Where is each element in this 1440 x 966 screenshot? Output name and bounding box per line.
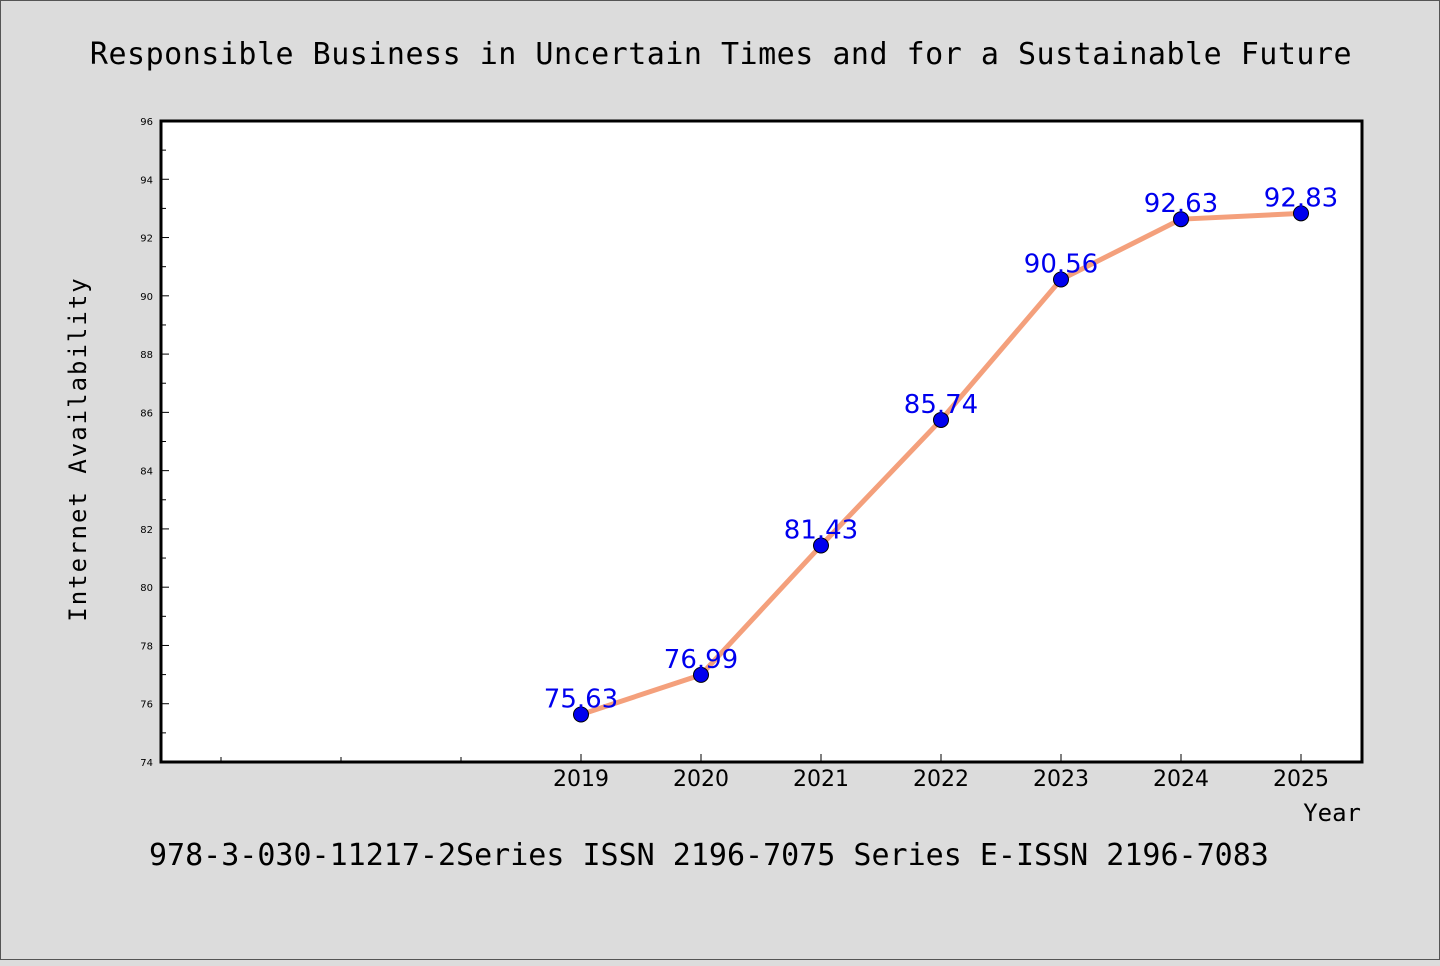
x-tick-label: 2023 — [1033, 767, 1089, 792]
y-tick-label: 82 — [140, 525, 153, 536]
y-tick-label: 80 — [140, 583, 153, 594]
x-tick-label: 2022 — [913, 767, 969, 792]
x-axis-label: Year — [1303, 799, 1361, 827]
data-point — [1173, 211, 1189, 228]
data-label: 92.83 — [1264, 183, 1338, 213]
data-label: 92.63 — [1144, 189, 1218, 219]
y-tick-label: 94 — [140, 175, 153, 186]
y-tick-label: 78 — [140, 641, 153, 652]
plot-border — [159, 119, 1364, 764]
data-point — [813, 537, 829, 554]
data-point — [573, 706, 589, 723]
x-tick-label: 2019 — [553, 767, 609, 792]
data-label: 76.99 — [664, 645, 738, 675]
y-tick-label: 76 — [140, 700, 153, 711]
y-tick-label: 84 — [140, 467, 153, 478]
data-point — [1053, 271, 1069, 288]
y-tick-label: 88 — [140, 350, 153, 361]
data-label-group: 75.63 76.99 81.43 85.74 90.56 92.63 92.83 — [544, 183, 1338, 714]
data-point — [693, 666, 709, 683]
series-group — [573, 205, 1309, 723]
isbn-issn-footer: 978-3-030-11217-2Series ISSN 2196-7075 S… — [149, 838, 1269, 873]
y-tick-label: 86 — [140, 408, 153, 419]
y-axis-label: Internet Availability — [64, 276, 92, 621]
data-label: 81.43 — [784, 516, 858, 546]
x-tick-label: 2021 — [793, 767, 849, 792]
y-tick-label: 74 — [140, 758, 153, 769]
y-tick-label: 96 — [140, 117, 153, 128]
data-label: 85.74 — [904, 390, 978, 420]
data-label: 90.56 — [1024, 250, 1098, 280]
data-point — [1293, 205, 1309, 222]
x-axis-ticks: 2019 2020 2021 2022 2023 2024 2025 — [220, 754, 1329, 792]
chart-title: Responsible Business in Uncertain Times … — [90, 37, 1352, 72]
data-label: 75.63 — [544, 685, 618, 715]
x-tick-label: 2024 — [1153, 767, 1209, 792]
x-tick-label: 2020 — [673, 767, 729, 792]
y-tick-label: 92 — [140, 234, 153, 245]
y-tick-label: 90 — [140, 292, 153, 303]
data-point — [933, 411, 949, 428]
x-tick-label: 2025 — [1273, 767, 1329, 792]
